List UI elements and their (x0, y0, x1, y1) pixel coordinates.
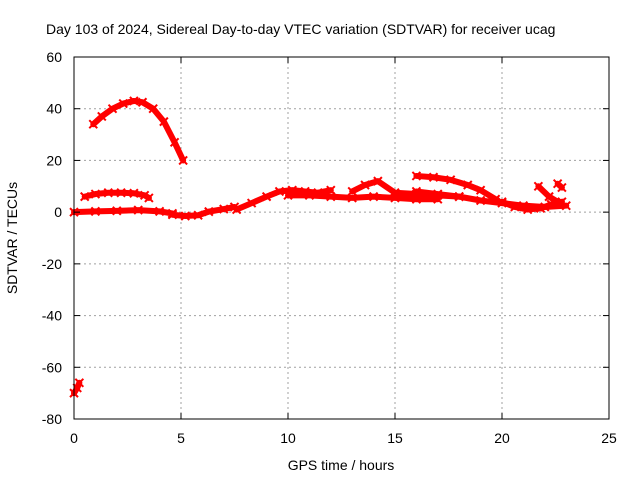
data-point (137, 97, 148, 107)
series-arc-baseline-1 (69, 205, 178, 219)
plot-frame (73, 56, 610, 420)
y-tick-label: -60 (42, 359, 62, 375)
data-point (219, 204, 229, 214)
data-point (90, 206, 101, 217)
y-tick-label: 20 (46, 152, 62, 168)
data-point (326, 191, 336, 202)
data-point (261, 191, 272, 202)
data-point (72, 383, 82, 393)
series-arc-late-3 (533, 181, 565, 208)
data-point (557, 182, 567, 193)
data-point (88, 119, 98, 129)
data-point (411, 186, 422, 197)
data-point (74, 378, 85, 388)
grid-lines (74, 57, 609, 419)
data-point (368, 191, 379, 202)
data-point (167, 210, 178, 220)
data-point (510, 202, 520, 212)
data-point (129, 96, 139, 106)
data-point (360, 180, 370, 190)
data-point (555, 198, 565, 208)
x-tick-label: 25 (601, 430, 617, 446)
data-point (193, 210, 203, 220)
series-arc-end (552, 178, 567, 193)
data-point (533, 181, 544, 191)
y-tick-label: 40 (46, 101, 62, 117)
data-point (159, 116, 169, 127)
series-arc-high (88, 96, 188, 166)
axis-ticks: 0 5 10 15 20 25 -80 -60 -40 -20 0 20 40 60 (42, 49, 617, 446)
data-point (129, 188, 139, 198)
series-line (169, 203, 238, 220)
data-point (246, 198, 257, 208)
x-tick-label: 0 (70, 430, 78, 446)
data-point (544, 191, 554, 202)
data-point (103, 188, 113, 198)
data-point (116, 188, 126, 198)
data-point (445, 175, 456, 185)
data-point (428, 172, 439, 182)
data-point (112, 206, 122, 216)
y-tick-label: -80 (42, 411, 62, 427)
series-line (285, 192, 441, 203)
data-point (475, 195, 486, 206)
data-point (178, 155, 188, 166)
data-point (497, 197, 507, 207)
series-arc-baseline-2 (167, 202, 240, 221)
data-point (522, 204, 533, 215)
series-line (90, 97, 187, 164)
data-point (79, 191, 90, 202)
series-line (233, 187, 334, 213)
data-point (411, 171, 422, 181)
data-point (154, 206, 165, 217)
data-point (169, 137, 180, 148)
data-point (139, 190, 150, 201)
y-tick-label: 60 (46, 49, 62, 65)
data-point (231, 204, 242, 215)
data-point (390, 188, 400, 198)
data-point (133, 205, 143, 215)
data-point (118, 98, 128, 109)
chart-title: Day 103 of 2024, Sidereal Day-to-day VTE… (46, 21, 555, 37)
data-point (283, 190, 293, 201)
data-point (535, 203, 546, 213)
data-point (144, 193, 154, 203)
series-line (71, 207, 176, 217)
x-axis-label: GPS time / hours (288, 457, 395, 473)
data-point (475, 185, 486, 195)
data-point (148, 104, 158, 114)
series-arc-low (69, 378, 85, 398)
x-tick-label: 15 (387, 430, 403, 446)
data-point (304, 190, 315, 201)
y-tick-label: -40 (42, 308, 62, 324)
series-arc-plus7 (79, 188, 154, 203)
data-point (107, 104, 118, 114)
data-point (433, 189, 443, 199)
x-tick-label: 5 (177, 430, 185, 446)
data-point (373, 176, 383, 186)
data-point (97, 111, 107, 122)
data-point (347, 186, 357, 197)
data-point (454, 191, 464, 202)
data-point (274, 186, 285, 197)
data-point (463, 180, 473, 190)
data-series (69, 96, 571, 398)
y-tick-label: -20 (42, 256, 62, 272)
data-point (204, 206, 214, 217)
y-tick-label: 0 (54, 204, 62, 220)
x-tick-label: 10 (280, 430, 296, 446)
data-point (90, 189, 101, 199)
y-axis-label: SDTVAR / TECUs (4, 182, 20, 294)
x-tick-label: 20 (494, 430, 510, 446)
data-point (180, 211, 190, 221)
